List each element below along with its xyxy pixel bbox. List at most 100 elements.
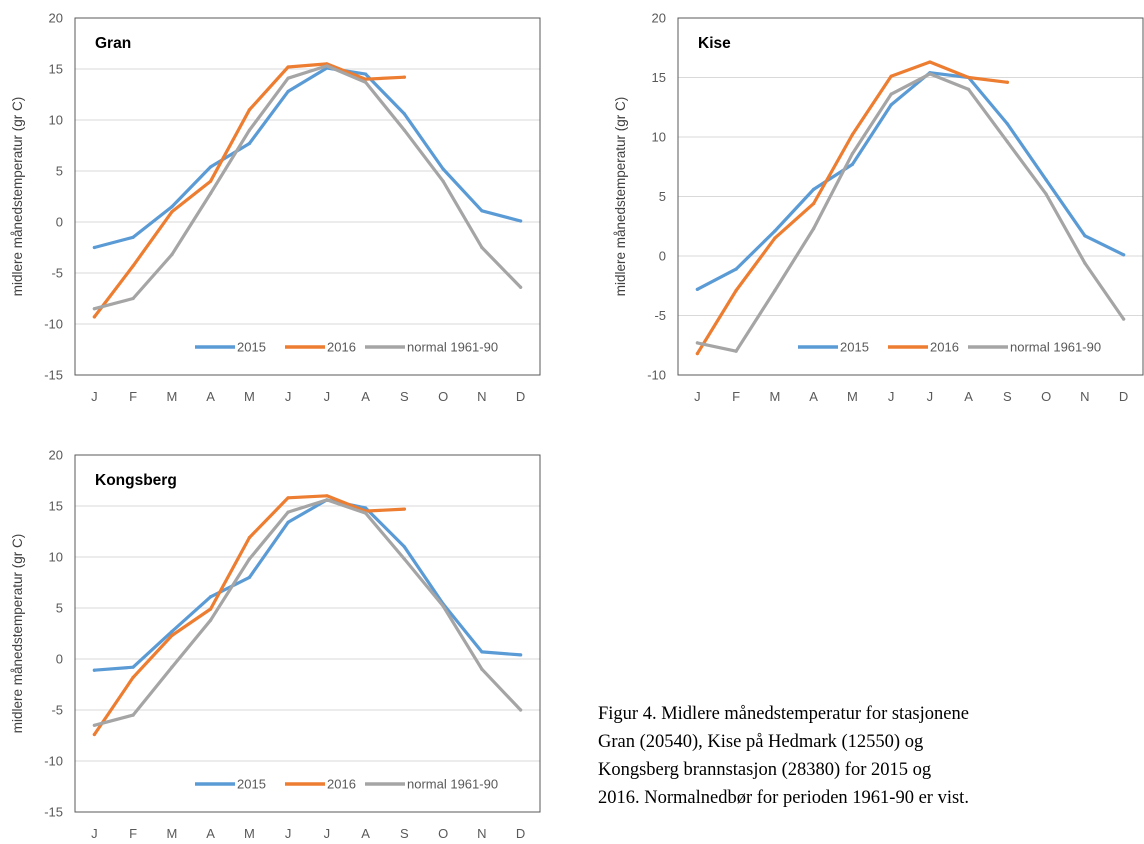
x-tick-label: O [438,826,448,841]
data-point [1005,80,1009,84]
y-tick-label: -10 [44,317,63,332]
series-line-2016 [92,62,406,319]
series-line-2015 [92,498,523,672]
series-2016 [92,494,406,737]
data-point [480,650,484,654]
data-point [131,235,135,239]
data-point [695,351,699,356]
x-tick-label: O [438,389,448,404]
data-point [170,665,174,669]
y-tick-label: 10 [652,130,666,145]
y-tick-label: 0 [659,249,666,264]
data-point [519,708,523,712]
data-point [889,74,893,78]
data-point [286,65,290,69]
x-tick-label: J [285,826,292,841]
x-tick-label: O [1041,389,1051,404]
y-tick-label: 5 [56,164,63,179]
data-point [480,667,484,671]
x-tick-label: A [809,389,818,404]
x-tick-label: A [964,389,973,404]
series-line-2015 [92,66,523,250]
data-point [170,629,174,634]
data-point [441,167,445,171]
series-line-2016 [695,60,1010,356]
x-tick-label: A [361,826,370,841]
data-point [325,494,329,498]
data-point [131,296,135,301]
data-point [247,557,251,561]
chart-title: Kise [698,35,731,52]
y-axis-label: midlere månedstemperatur (gr C) [613,97,628,297]
plot-frame [677,17,1144,376]
data-point [480,245,484,250]
data-point [364,506,368,510]
data-point [1005,122,1009,126]
data-point [812,202,816,206]
series-normal-1961-90 [92,64,523,311]
y-tick-label: 5 [56,601,63,616]
plot-frame [74,454,541,813]
data-point [209,595,213,599]
legend-item: 2015 [195,340,266,355]
data-point [286,520,290,524]
x-tick-label: J [91,389,98,404]
y-tick-label: 10 [49,113,63,128]
x-tick-label: N [477,826,486,841]
x-tick-label: J [324,826,331,841]
data-point [170,253,174,257]
data-point [325,498,329,502]
data-point [734,349,738,353]
data-point [364,77,368,81]
series-2015 [92,66,523,250]
data-point [519,285,523,289]
x-tick-label: M [847,389,858,404]
data-point [402,507,406,511]
legend-item: normal 1961-90 [365,777,498,792]
chart-title: Kongsberg [95,472,177,489]
x-tick-label: F [129,826,137,841]
data-point [850,133,854,137]
y-tick-label: -15 [44,805,63,820]
data-point [889,103,893,107]
legend-item: 2016 [888,340,959,355]
legend-item: 2015 [195,777,266,792]
data-point [812,227,816,231]
data-point [286,76,290,80]
x-tick-label: M [769,389,780,404]
data-point [441,604,445,608]
data-point [773,288,777,293]
x-tick-label: D [1119,389,1128,404]
y-tick-label: 0 [56,652,63,667]
data-point [967,75,971,80]
y-tick-label: 15 [652,70,666,85]
series-line-normal-1961-90 [92,64,523,311]
x-tick-label: N [1080,389,1089,404]
legend-label: normal 1961-90 [407,777,498,792]
series-2016 [695,60,1010,356]
data-point [773,236,777,240]
y-tick-label: 20 [49,448,63,463]
x-tick-label: D [516,826,525,841]
data-point [247,575,251,580]
x-tick-label: S [1003,389,1012,404]
y-tick-label: -10 [44,754,63,769]
series-2015 [92,498,523,672]
data-point [519,653,523,657]
y-tick-label: -5 [654,308,666,323]
data-point [286,496,290,500]
data-point [1044,192,1048,196]
data-point [131,264,135,268]
x-tick-label: M [244,389,255,404]
data-point [402,128,406,132]
y-tick-label: -5 [51,266,63,281]
x-tick-label: J [285,389,292,404]
x-tick-label: M [244,826,255,841]
caption-line-2: Gran (20540), Kise på Hedmark (12550) og [598,732,924,752]
plot-frame [74,17,541,376]
data-point [1122,317,1126,321]
x-tick-label: S [400,389,409,404]
